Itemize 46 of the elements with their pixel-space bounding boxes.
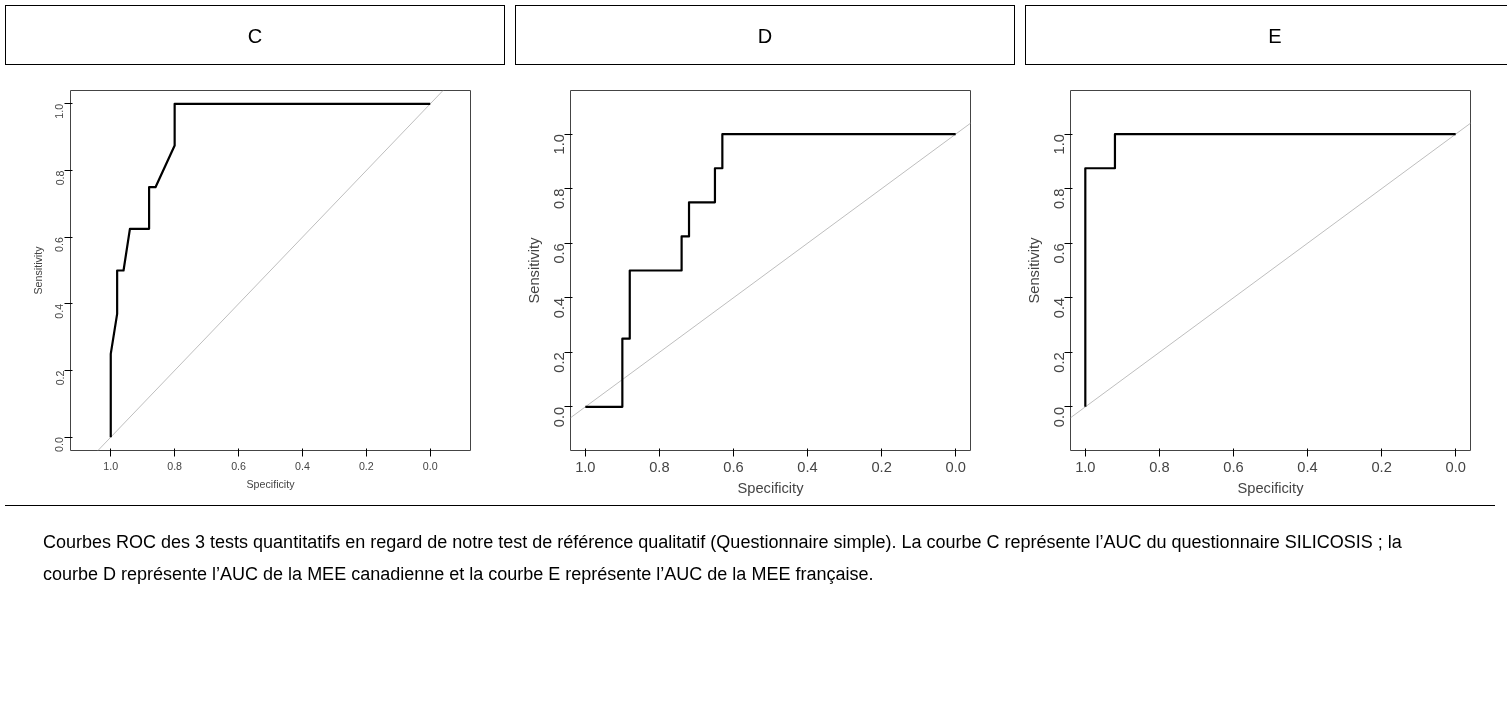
y-tick-label: 0.0 bbox=[53, 437, 66, 452]
y-axis-title: Sensitivity bbox=[31, 245, 44, 295]
x-axis-title: Specificity bbox=[1237, 479, 1305, 496]
y-axis-title: Sensitivity bbox=[525, 236, 542, 304]
x-tick-label: 0.2 bbox=[871, 458, 892, 475]
y-tick-label: 1.0 bbox=[53, 103, 66, 119]
y-tick-label: 0.2 bbox=[1051, 352, 1068, 373]
y-tick-label: 0.6 bbox=[1051, 243, 1068, 264]
x-axis-title: Specificity bbox=[737, 479, 805, 496]
x-tick-label: 0.0 bbox=[945, 458, 966, 475]
x-tick-label: 0.4 bbox=[295, 459, 310, 472]
y-tick-label: 0.2 bbox=[551, 352, 568, 373]
chart-title: C bbox=[247, 24, 263, 49]
y-tick-label: 0.4 bbox=[1051, 297, 1068, 319]
y-tick-label: 0.0 bbox=[1051, 406, 1068, 428]
y-tick-label: 0.6 bbox=[53, 237, 66, 252]
x-tick-label: 0.6 bbox=[1223, 458, 1244, 475]
x-tick-label: 0.0 bbox=[1445, 458, 1466, 475]
y-tick-label: 0.4 bbox=[53, 303, 66, 319]
y-tick-label: 0.8 bbox=[1051, 188, 1068, 210]
x-tick-label: 0.6 bbox=[723, 458, 744, 475]
x-tick-label: 0.8 bbox=[1149, 458, 1170, 475]
y-tick-label: 0.8 bbox=[53, 170, 66, 186]
y-tick-label: 0.4 bbox=[551, 297, 568, 319]
x-tick-label: 0.4 bbox=[797, 458, 818, 475]
x-tick-label: 0.4 bbox=[1297, 458, 1318, 475]
x-tick-label: 1.0 bbox=[103, 459, 119, 472]
x-tick-label: 0.0 bbox=[422, 459, 438, 472]
y-tick-label: 0.8 bbox=[551, 188, 568, 210]
x-tick-label: 0.8 bbox=[167, 459, 183, 472]
y-tick-label: 0.6 bbox=[551, 243, 568, 264]
x-tick-label: 0.2 bbox=[1371, 458, 1392, 475]
text: Courbes ROC des 3 tests quantitatifs en regard de notre test de référence qualitatif (Questionnaire simple). La courbe C représente l’AUC du questionnaire SILICOSIS ; la courbe D représente l’AUC de la MEE canadienne et la courbe E représente l’AUC de la MEE française. bbox=[43, 531, 1403, 586]
y-tick-label: 1.0 bbox=[551, 134, 568, 155]
x-tick-label: 0.2 bbox=[358, 459, 374, 472]
y-tick-label: 1.0 bbox=[1051, 134, 1068, 155]
x-tick-label: 1.0 bbox=[575, 458, 596, 475]
x-axis-title: Specificity bbox=[246, 477, 296, 490]
x-tick-label: 0.6 bbox=[231, 459, 247, 472]
y-tick-label: 0.0 bbox=[551, 406, 568, 428]
y-tick-label: 0.2 bbox=[53, 370, 66, 386]
chart-title: E bbox=[1268, 24, 1282, 49]
chart-title: D bbox=[757, 24, 773, 49]
x-tick-label: 1.0 bbox=[1075, 458, 1096, 475]
y-axis-title: Sensitivity bbox=[1025, 236, 1042, 304]
x-tick-label: 0.8 bbox=[649, 458, 670, 475]
